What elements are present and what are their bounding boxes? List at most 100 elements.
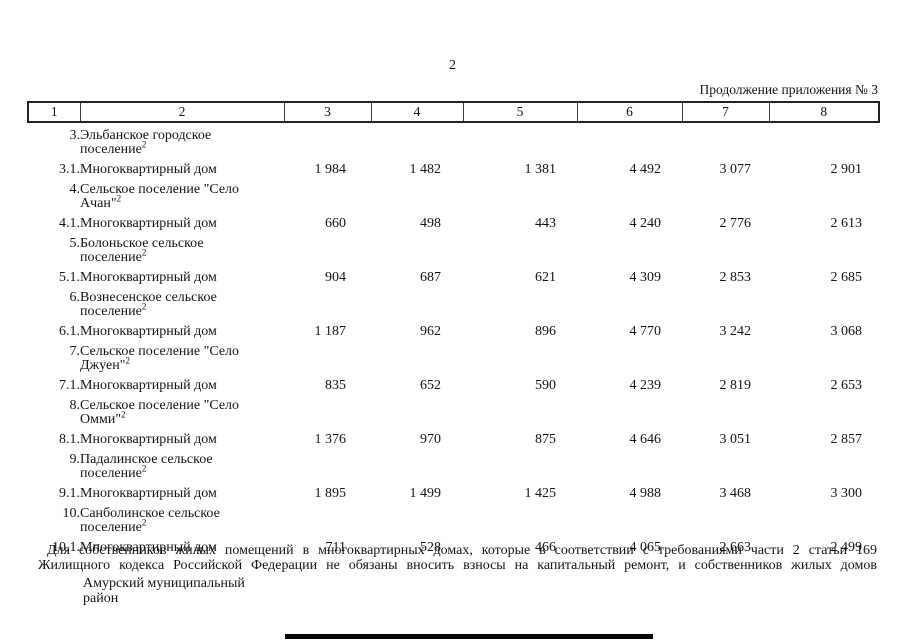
table-row: 8.1. Многоквартирный дом 1 376 970 875 4 646 3… [28, 427, 879, 447]
value-cell [577, 447, 682, 481]
settlement-name-cell: Эльбанское городское поселение2 [80, 122, 284, 157]
footnote-reference: 2 [121, 409, 126, 420]
cell-text: Многоквартирный дом [80, 486, 217, 501]
row-number-cell: 8.1. [59, 432, 80, 447]
row-number-cell: 9. [69, 452, 81, 467]
value-cell: 660 [325, 216, 346, 231]
footnote-line-1: Для собственников жилых помещений в мног… [47, 543, 877, 558]
value-cell: 652 [420, 378, 441, 393]
value-cell: 621 [535, 270, 556, 285]
cell-text: Падалинское сельское поселение [80, 452, 213, 481]
table-row: 6. Вознесенское сельское поселение2 [28, 285, 879, 319]
footnote-paragraph: Для собственников жилых помещений в мног… [38, 543, 877, 573]
value-cell: 2 499 [830, 540, 863, 555]
value-cell [769, 393, 879, 427]
value-cell: 4 492 [629, 162, 662, 177]
value-cell [463, 122, 577, 157]
page-number: 2 [449, 58, 456, 73]
value-cell: 3 051 [719, 432, 752, 447]
value-cell: 4 239 [629, 378, 662, 393]
column-header: 1 [27, 101, 81, 123]
cell-text: Многоквартирный дом [80, 216, 217, 231]
column-header: 5 [462, 101, 578, 123]
table-row: 10.1. Многоквартирный дом 711 528 466 4 065 2 … [28, 535, 879, 555]
table-row: 3.1. Многоквартирный дом 1 984 1 482 1 381 4 … [28, 157, 879, 177]
table-body: 3. Эльбанское городское поселение2 3.1. Мно… [28, 122, 879, 555]
value-cell [371, 447, 463, 481]
settlement-name-cell: Санболинское сельское поселение2 [80, 501, 284, 535]
value-cell [577, 231, 682, 265]
building-type-cell: Многоквартирный дом [80, 373, 284, 393]
value-cell: 1 376 [314, 432, 347, 447]
value-cell [284, 501, 371, 535]
row-number-cell: 10. [62, 506, 81, 521]
value-cell [769, 122, 879, 157]
value-cell [577, 339, 682, 373]
value-cell: 528 [420, 540, 441, 555]
building-type-cell: Многоквартирный дом [80, 265, 284, 285]
building-type-cell: Многоквартирный дом [80, 481, 284, 501]
footnote-line-2: Жилищного кодекса Российской Федерации н… [38, 558, 877, 573]
value-cell [769, 285, 879, 319]
appendix-continuation-note: Продолжение приложения № 3 [699, 82, 878, 97]
building-type-cell: Многоквартирный дом [80, 427, 284, 447]
table-row: 9.1. Многоквартирный дом 1 895 1 499 1 425 4 … [28, 481, 879, 501]
cell-text: Болоньское сельское поселение [80, 236, 204, 265]
value-cell [769, 447, 879, 481]
table-row: 3. Эльбанское городское поселение2 [28, 122, 879, 157]
row-number-cell: 6.1. [59, 324, 80, 339]
value-cell [284, 231, 371, 265]
value-cell: 2 685 [830, 270, 863, 285]
value-cell [577, 285, 682, 319]
value-cell: 2 776 [719, 216, 752, 231]
value-cell [682, 122, 769, 157]
value-cell: 2 819 [719, 378, 752, 393]
table-row: 5.1. Многоквартирный дом 904 687 621 4 309 2 8… [28, 265, 879, 285]
value-cell: 466 [535, 540, 556, 555]
value-cell [682, 231, 769, 265]
value-cell [371, 501, 463, 535]
cell-text: Многоквартирный дом [80, 378, 217, 393]
value-cell: 711 [325, 540, 346, 555]
footnote-reference: 2 [141, 139, 147, 150]
value-cell [463, 501, 577, 535]
cell-text: Вознесенское сельское поселение [80, 290, 217, 319]
settlement-name-cell: Сельское поселение "Село Ачан"2 [80, 177, 284, 211]
footnote-reference: 2 [116, 193, 122, 204]
value-cell [284, 447, 371, 481]
footnote-reference: 2 [141, 463, 147, 474]
column-header: 6 [576, 101, 683, 123]
value-cell [284, 339, 371, 373]
row-number-cell: 5. [69, 236, 81, 251]
value-cell [577, 177, 682, 211]
value-cell [463, 177, 577, 211]
settlement-name-cell: Вознесенское сельское поселение2 [80, 285, 284, 319]
value-cell: 2 663 [719, 540, 752, 555]
value-cell: 835 [325, 378, 346, 393]
value-cell [371, 393, 463, 427]
value-cell [371, 285, 463, 319]
value-cell [371, 177, 463, 211]
value-cell [682, 393, 769, 427]
column-header: 2 [79, 101, 285, 123]
settlement-name-cell: Падалинское сельское поселение2 [80, 447, 284, 481]
settlement-name-cell: Сельское поселение "Село Джуен"2 [80, 339, 284, 373]
value-cell: 4 309 [629, 270, 662, 285]
value-cell [577, 393, 682, 427]
cell-text: Сельское поселение "Село Омми" [80, 398, 240, 427]
building-type-cell: Многоквартирный дом [80, 211, 284, 231]
value-cell [371, 122, 463, 157]
value-cell [284, 285, 371, 319]
cell-text: Санболинское сельское поселение [80, 506, 220, 535]
value-cell [463, 339, 577, 373]
value-cell: 4 065 [629, 540, 662, 555]
cell-text: Многоквартирный дом [80, 162, 217, 177]
value-cell: 962 [420, 324, 441, 339]
column-header: 7 [681, 101, 770, 123]
cell-text: Сельское поселение "Село Джуен" [80, 344, 240, 373]
municipal-district-label: Амурский муниципальный район [83, 576, 245, 606]
row-number-cell: 8. [69, 398, 81, 413]
tariff-table: 1 2 3 4 5 6 7 8 3. Эльбанское городское п… [27, 101, 880, 555]
value-cell [284, 177, 371, 211]
building-type-cell: Многоквартирный дом [80, 157, 284, 177]
